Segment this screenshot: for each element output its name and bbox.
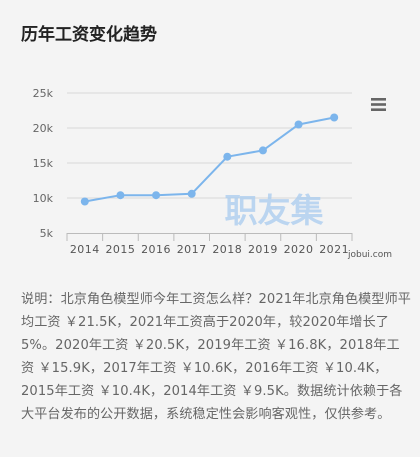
series-salary (80, 113, 339, 206)
y-tick-label-10k: 10k (33, 192, 54, 205)
hamburger-menu-icon[interactable] (367, 94, 389, 116)
x-tick-label-2021: 2021 (319, 243, 349, 256)
data-point-2017[interactable] (187, 189, 196, 198)
data-point-2014[interactable] (80, 197, 89, 206)
data-point-2018[interactable] (223, 152, 232, 161)
data-point-2015[interactable] (116, 191, 125, 200)
data-point-2021[interactable] (330, 113, 339, 122)
salary-trend-chart: 5k 10k 15k 20k 25k 2014 2015 2016 2017 2018 2019 2… (0, 70, 420, 270)
x-tick-label-2017: 2017 (177, 243, 207, 256)
y-tick-label-20k: 20k (33, 122, 54, 135)
x-tick-label-2019: 2019 (248, 243, 278, 256)
series-line (84, 116, 335, 203)
watermark-logo-text: 职友集 (225, 191, 324, 230)
watermark-site-text: jobui.com (347, 250, 392, 260)
chart-title: 历年工资变化趋势 (21, 25, 157, 45)
y-tick-label-25k: 25k (33, 87, 54, 100)
watermark: 职友集 jobui.com (225, 191, 393, 260)
y-tick-label-15k: 15k (33, 157, 54, 170)
y-axis-ticks: 5k 10k 15k 20k 25k (33, 87, 54, 240)
x-tick-label-2016: 2016 (141, 243, 171, 256)
grid-lines (67, 92, 352, 199)
x-axis: 2014 2015 2016 2017 2018 2019 2020 2021 (66, 233, 353, 256)
y-tick-label-5k: 5k (40, 227, 54, 240)
x-tick-label-2018: 2018 (212, 243, 242, 256)
x-tick-label-2020: 2020 (284, 243, 314, 256)
data-point-2020[interactable] (294, 120, 303, 129)
data-point-2019[interactable] (258, 146, 267, 155)
data-point-2016[interactable] (152, 191, 161, 200)
chart-description: 说明：北京角色模型师今年工资怎么样？2021年北京角色模型师平均工资 ￥21.5… (21, 292, 411, 422)
x-tick-label-2014: 2014 (70, 243, 100, 256)
x-tick-label-2015: 2015 (105, 243, 135, 256)
